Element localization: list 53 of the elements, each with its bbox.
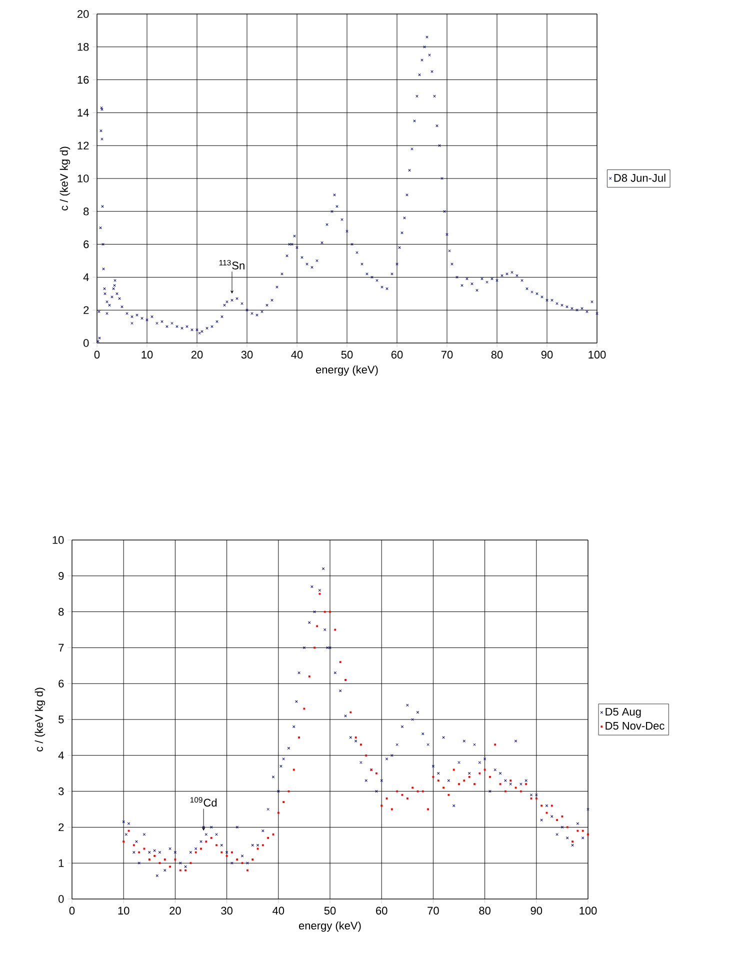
y-tick-label: 8	[58, 608, 64, 616]
y-tick-label: 4	[58, 752, 64, 760]
y-axis-title: c / (keV kg d)	[60, 146, 70, 210]
x-tick-label: 100	[580, 906, 597, 915]
x-tick-label: 0	[69, 906, 75, 915]
legend-label: D8 Jun-Jul	[614, 174, 666, 182]
x-tick-label: 100	[588, 350, 606, 359]
x-axis-title: energy (keV)	[298, 921, 361, 932]
x-tick-label: 50	[341, 350, 353, 359]
annotation: $^{113}$Sn	[219, 260, 244, 270]
y-tick-label: 2	[58, 823, 64, 832]
y-tick-label: 7	[58, 644, 64, 652]
y-tick-label: 18	[78, 43, 89, 51]
y-tick-label: 4	[83, 273, 89, 281]
x-tick-label: 90	[541, 350, 553, 359]
y-tick-label: 6	[58, 680, 64, 688]
y-tick-label: 1	[58, 859, 64, 867]
y-tick-label: 0	[84, 339, 89, 347]
y-axis-title: c / (keV kg d)	[34, 688, 46, 752]
annotation: $^{109}$Cd	[190, 797, 217, 807]
y-tick-label: 5	[58, 716, 64, 724]
y-tick-label: 10	[78, 174, 89, 182]
y-tick-label: 10	[52, 536, 64, 544]
x-tick-label: 30	[241, 350, 253, 359]
x-axis-title: energy (keV)	[316, 365, 378, 376]
x-tick-label: 90	[530, 906, 542, 915]
x-tick-label: 50	[324, 906, 336, 915]
y-tick-label: 20	[78, 10, 89, 18]
legend-label: D5 Aug	[606, 708, 641, 718]
x-tick-label: 80	[479, 906, 490, 915]
x-tick-label: 40	[291, 350, 303, 359]
legend-label: D5 Nov-Dec	[606, 722, 664, 730]
x-tick-label: 20	[170, 906, 181, 915]
x-tick-label: 10	[142, 350, 153, 359]
x-tick-label: 0	[94, 350, 100, 359]
y-tick-label: 2	[84, 306, 89, 314]
x-tick-label: 60	[391, 350, 403, 359]
y-tick-label: 3	[58, 787, 64, 796]
x-tick-label: 10	[118, 906, 130, 915]
y-tick-label: 9	[58, 572, 64, 580]
x-tick-label: 70	[428, 906, 439, 915]
x-tick-label: 70	[441, 350, 453, 359]
y-tick-label: 8	[84, 208, 89, 216]
x-tick-label: 20	[191, 350, 203, 359]
x-tick-label: 60	[376, 906, 388, 915]
x-tick-label: 30	[221, 906, 232, 915]
x-tick-label: 40	[272, 906, 284, 915]
y-tick-label: 0	[58, 895, 64, 903]
x-tick-label: 80	[491, 350, 503, 359]
y-tick-label: 14	[78, 108, 89, 116]
y-tick-label: 12	[78, 142, 89, 150]
y-tick-label: 6	[84, 240, 89, 248]
y-tick-label: 16	[78, 76, 89, 84]
